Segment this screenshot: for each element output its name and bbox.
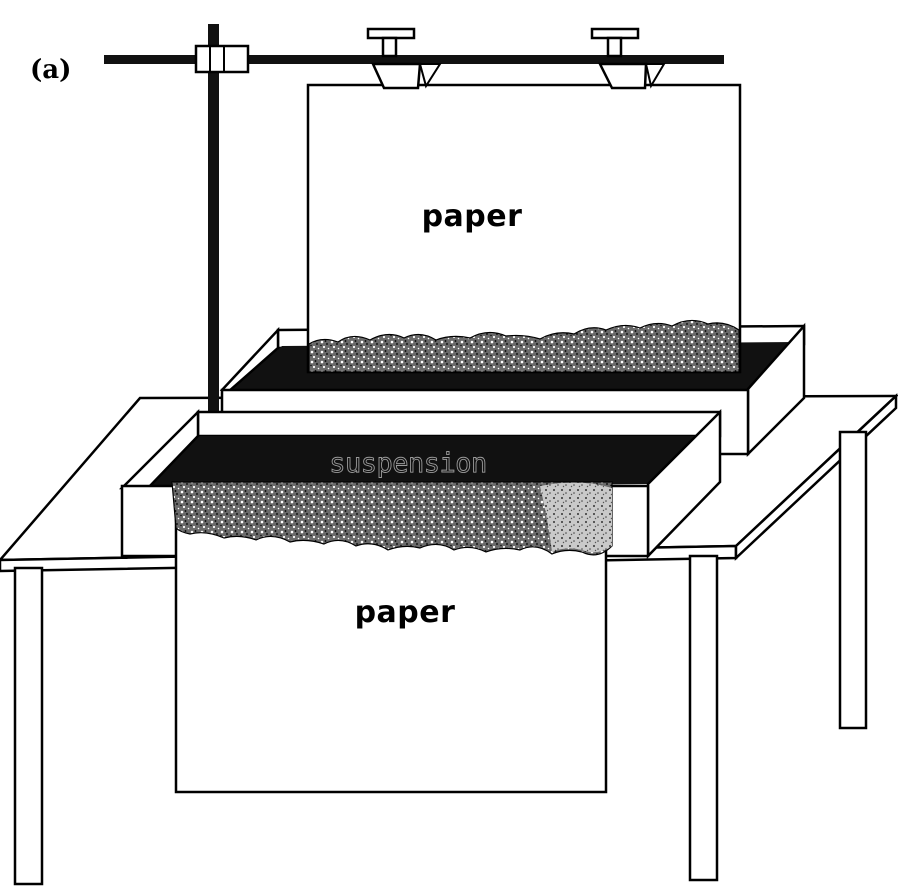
- upper-paper-coating: [308, 319, 740, 373]
- paper-clip-left: [366, 27, 442, 90]
- table-leg-front-left: [13, 566, 44, 886]
- lower-paper: paper: [171, 481, 613, 794]
- lower-paper-sheet: [174, 518, 608, 794]
- stand-crossbar: [104, 55, 724, 64]
- upper-paper-label: paper: [422, 199, 523, 234]
- suspension-label: suspension: [329, 448, 487, 479]
- stand-upright: [208, 24, 219, 418]
- table-leg-front-right: [688, 554, 719, 882]
- front-tray-far-wall: [196, 410, 722, 438]
- upper-paper: paper: [306, 83, 742, 374]
- lower-paper-label: paper: [355, 595, 456, 630]
- table-leg-back-right: [838, 430, 868, 730]
- lower-paper-coating: [171, 481, 613, 556]
- panel-label: (a): [30, 55, 72, 85]
- stand-boss-clamp: [194, 44, 250, 74]
- lower-paper-coating-edge: [540, 482, 612, 553]
- paper-clip-right: [590, 27, 666, 90]
- stand: [104, 24, 724, 418]
- front-tray-suspension: [148, 436, 718, 488]
